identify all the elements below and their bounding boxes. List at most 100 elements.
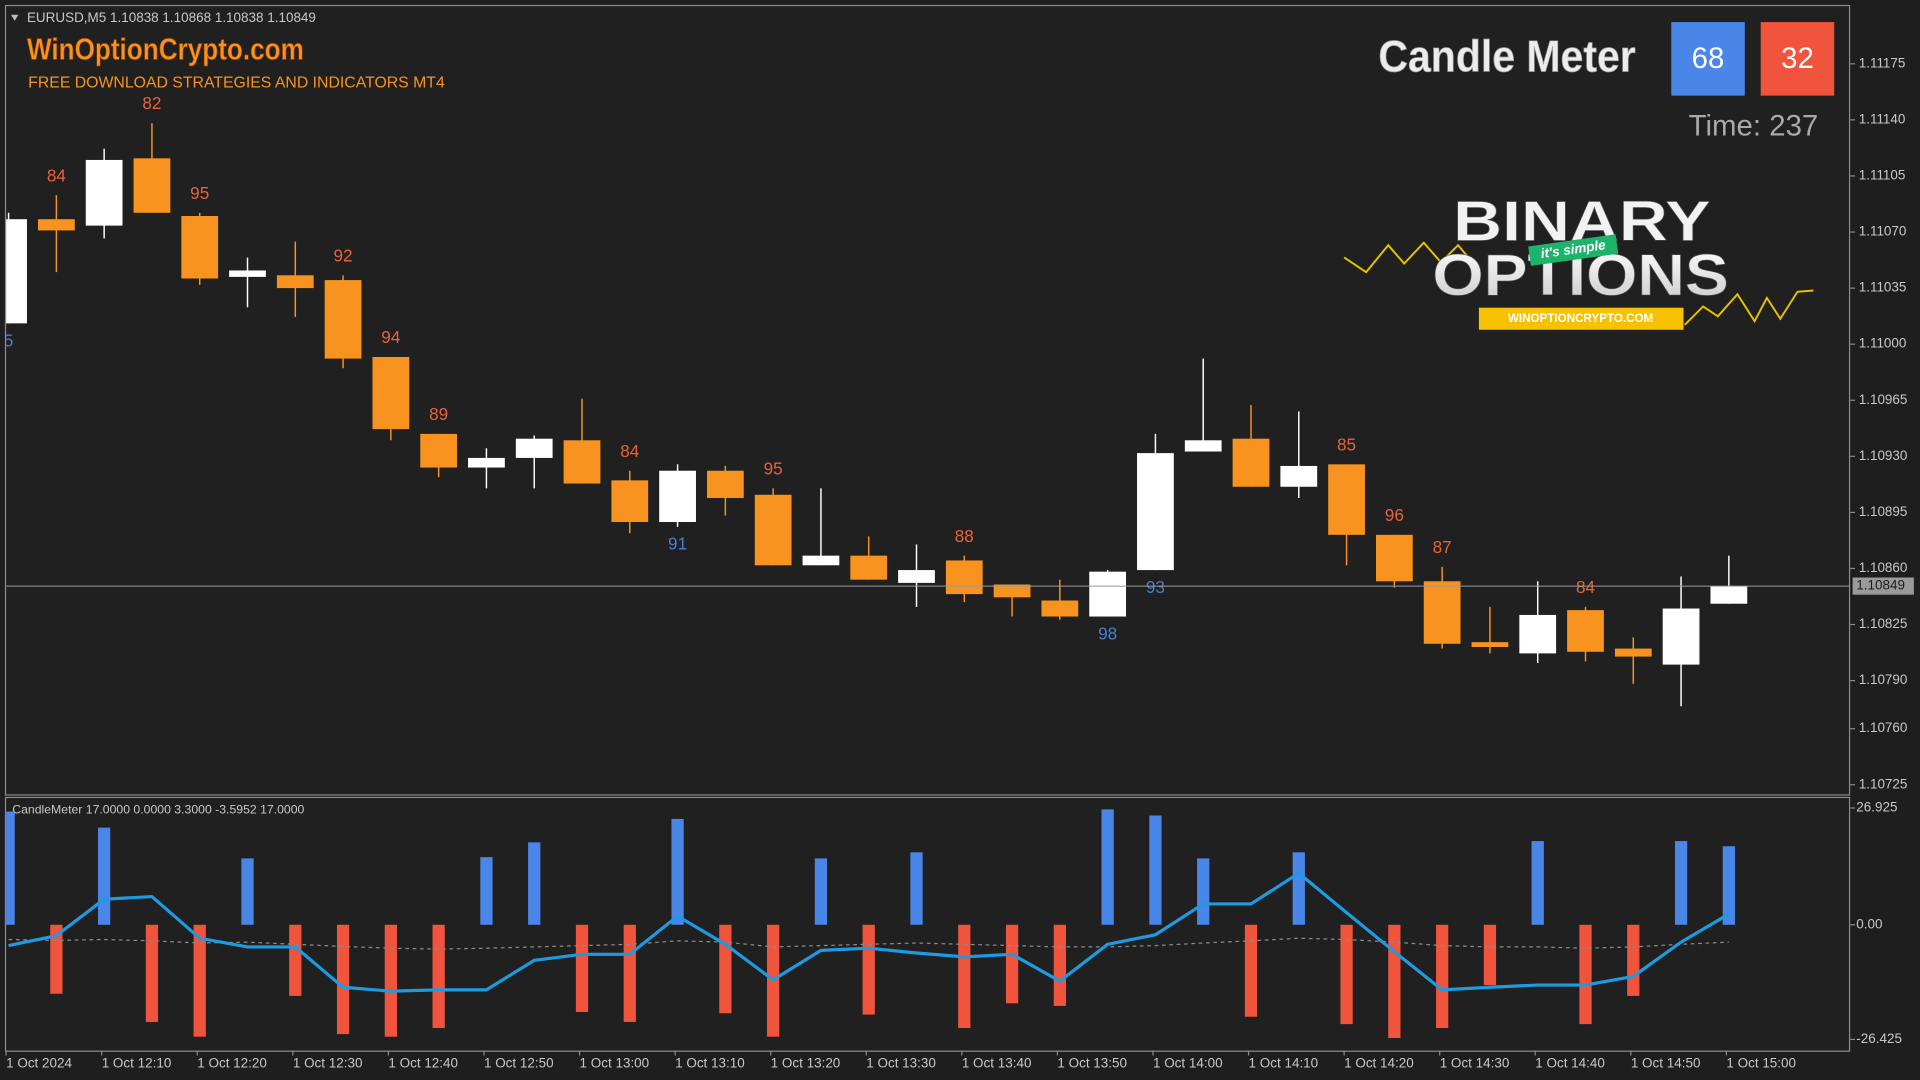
x-tick-label: 1 Oct 13:40 — [962, 1056, 1032, 1071]
indicator-pane — [4, 796, 1851, 1052]
x-tick-label: 1 Oct 14:40 — [1535, 1056, 1605, 1071]
candle-body — [1710, 586, 1748, 604]
candle-body — [1041, 600, 1079, 617]
candle-body — [276, 275, 314, 289]
y-tick-label: 1.10790 — [1859, 672, 1908, 687]
candle-body — [1089, 571, 1127, 617]
histogram-bar — [1722, 846, 1735, 925]
candle-body — [6, 219, 27, 324]
candle-body — [1519, 614, 1557, 654]
histogram-bar — [1005, 924, 1019, 1004]
symbol-info: EURUSD,M5 1.10838 1.10868 1.10838 1.1084… — [27, 10, 316, 25]
indicator-plot — [6, 809, 1735, 1038]
axes: 1.11175 1.11140 1.11105 1.11070 1.11035 1.110… — [5, 55, 1914, 1071]
histogram-bar — [1197, 858, 1210, 925]
candle-body — [1614, 648, 1652, 657]
candle-body — [850, 555, 888, 580]
indicator-line — [8, 871, 1730, 993]
strength-label: 84 — [620, 441, 640, 461]
candle-body — [1280, 465, 1318, 487]
candle-body — [324, 280, 362, 359]
sell-box — [1760, 22, 1835, 96]
strength-label: 91 — [668, 534, 687, 554]
strength-label: 95 — [764, 459, 783, 479]
histogram-bar — [958, 924, 971, 1029]
y-tick-label: -26.425 — [1856, 1031, 1902, 1046]
strength-label: 89 — [429, 404, 448, 424]
x-tick-label: 1 Oct 14:20 — [1344, 1056, 1414, 1071]
x-tick-label: 1 Oct 13:00 — [580, 1056, 650, 1071]
histogram-bar — [241, 858, 254, 925]
x-tick-label: 1 Oct 14:10 — [1249, 1056, 1319, 1071]
candle-body — [563, 440, 601, 484]
tagline: FREE DOWNLOAD STRATEGIES AND INDICATORS … — [28, 75, 445, 92]
histogram-bar — [1531, 841, 1544, 925]
histogram-bar — [814, 858, 828, 925]
candle-body — [993, 584, 1031, 598]
strength-label: 82 — [142, 93, 161, 113]
strength-label: 84 — [47, 165, 67, 185]
candle-body — [1471, 642, 1509, 647]
histogram-bar — [1436, 924, 1449, 1029]
histogram-bar — [50, 924, 63, 994]
histogram-bar — [289, 924, 302, 996]
logo-site: WINOPTIONCRYPTO.COM — [1508, 312, 1653, 325]
candle-body — [229, 270, 266, 277]
histogram-bar — [432, 924, 445, 1029]
strength-label: 96 — [1385, 505, 1404, 525]
candle-body — [1662, 608, 1700, 665]
y-tick-label: 26.925 — [1856, 800, 1897, 815]
histogram-bar — [1483, 924, 1497, 986]
menu-arrow[interactable] — [11, 14, 19, 21]
histogram-bar — [384, 924, 397, 1037]
histogram-bar — [1292, 852, 1305, 925]
x-tick-label: 1 Oct 12:20 — [197, 1056, 267, 1071]
y-tick-label: 1.10760 — [1859, 720, 1908, 735]
strength-label: 95 — [190, 183, 209, 203]
candle-body — [802, 555, 840, 566]
candle-body — [706, 470, 744, 498]
candle-body — [420, 433, 458, 468]
x-tick-label: 1 Oct 15:00 — [1726, 1056, 1796, 1071]
candle-body — [898, 570, 935, 583]
logo-options: OPTIONS — [1432, 243, 1729, 308]
x-tick-label: 1 Oct 13:50 — [1057, 1056, 1127, 1071]
candle-body — [754, 494, 792, 566]
x-tick-label: 1 Oct 13:30 — [866, 1056, 936, 1071]
x-tick-label: 1 Oct 13:20 — [771, 1056, 841, 1071]
y-tick-label: 1.10930 — [1859, 448, 1908, 463]
y-tick-label: 1.11035 — [1859, 280, 1907, 295]
histogram-bar — [671, 818, 684, 925]
y-tick-label: 1.11105 — [1859, 168, 1906, 183]
x-tick-label: 1 Oct 12:30 — [293, 1056, 363, 1071]
x-tick-label: 1 Oct 13:10 — [675, 1056, 745, 1071]
candle-body — [611, 480, 649, 523]
x-tick-label: 1 Oct 14:50 — [1631, 1056, 1701, 1071]
candle-body — [1232, 438, 1270, 487]
histogram-bar — [1101, 809, 1114, 925]
meter-title: Candle Meter — [1378, 33, 1635, 82]
candle-body — [372, 356, 410, 430]
candle-body — [659, 470, 696, 523]
y-tick-label: 1.11175 — [1859, 55, 1906, 70]
strength-label: 98 — [1098, 623, 1117, 643]
x-tick-label: 1 Oct 2024 — [6, 1056, 72, 1071]
strength-label: 87 — [1433, 537, 1452, 557]
y-tick-label: 1.10725 — [1859, 776, 1908, 791]
histogram-bar — [1149, 815, 1162, 925]
buy-value: 68 — [1692, 42, 1725, 75]
y-tick-label: 1.10965 — [1859, 392, 1908, 407]
candle-body — [1423, 581, 1461, 644]
histogram-bar — [862, 924, 875, 1015]
y-tick-label: 1.10825 — [1859, 616, 1908, 631]
strength-label: 94 — [381, 327, 401, 347]
histogram-bar — [1340, 924, 1353, 1025]
candle-body — [1328, 464, 1365, 535]
strength-label: 88 — [955, 526, 974, 546]
logo-zigzag — [1343, 241, 1472, 274]
candle-body — [133, 158, 171, 213]
histogram-bar — [480, 857, 493, 925]
